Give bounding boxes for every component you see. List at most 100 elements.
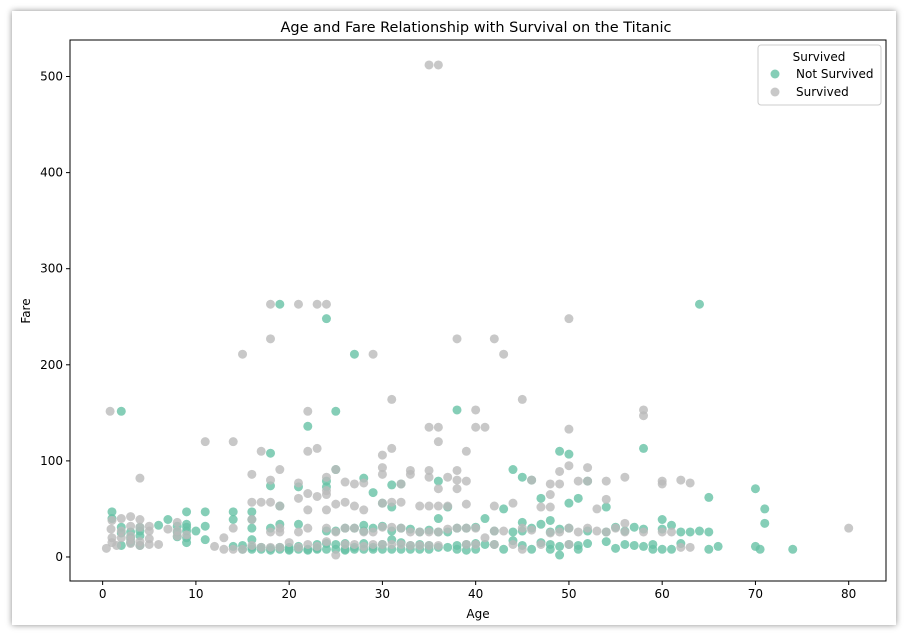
point-survived: [424, 472, 434, 482]
point-not-survived: [555, 550, 565, 560]
point-survived: [583, 463, 593, 473]
x-axis: 0 10 20 30 40 50 60 70 80: [99, 581, 856, 601]
point-survived: [144, 526, 154, 536]
point-survived: [266, 475, 276, 485]
point-survived: [293, 493, 303, 503]
point-survived: [555, 527, 565, 537]
point-not-survived: [536, 519, 546, 529]
point-survived: [321, 299, 331, 309]
point-survived: [256, 446, 266, 456]
point-survived: [349, 479, 359, 489]
legend-marker-survived: [770, 87, 780, 97]
point-not-survived: [200, 521, 210, 531]
point-not-survived: [620, 539, 630, 549]
point-survived: [303, 505, 313, 515]
point-survived: [275, 527, 285, 537]
point-survived: [331, 527, 341, 537]
point-survived: [312, 541, 322, 551]
point-survived: [517, 544, 527, 554]
point-survived: [275, 501, 285, 511]
x-tick-label: 20: [282, 587, 297, 601]
point-survived: [527, 475, 537, 485]
point-survived: [443, 501, 453, 511]
y-tick-label: 0: [55, 550, 63, 564]
point-survived: [144, 539, 154, 549]
y-tick-label: 200: [40, 358, 63, 372]
point-survived: [508, 498, 518, 508]
point-survived: [107, 515, 117, 525]
point-survived: [536, 502, 546, 512]
y-tick-label: 500: [40, 70, 63, 84]
point-survived: [564, 523, 574, 533]
point-survived: [340, 523, 350, 533]
point-survived: [545, 490, 555, 500]
point-survived: [433, 422, 443, 432]
point-not-survived: [107, 507, 117, 517]
x-tick-label: 30: [375, 587, 390, 601]
point-not-survived: [639, 541, 649, 551]
legend: Survived Not Survived Survived: [757, 44, 882, 106]
point-survived: [359, 478, 369, 488]
y-tick-label: 100: [40, 454, 63, 468]
point-survived: [405, 469, 415, 479]
point-survived: [461, 499, 471, 509]
point-survived: [303, 523, 313, 533]
point-not-survived: [527, 544, 537, 554]
point-survived: [340, 497, 350, 507]
point-survived: [452, 334, 462, 344]
point-not-survived: [555, 446, 565, 456]
point-survived: [116, 514, 126, 524]
point-survived: [256, 497, 266, 507]
point-survived: [321, 537, 331, 547]
point-not-survived: [293, 519, 303, 529]
point-not-survived: [648, 544, 658, 554]
point-survived: [639, 527, 649, 537]
point-survived: [461, 523, 471, 533]
point-survived: [499, 349, 509, 359]
point-survived: [256, 542, 266, 552]
point-survived: [461, 476, 471, 486]
point-survived: [443, 524, 453, 534]
point-survived: [331, 499, 341, 509]
point-not-survived: [191, 526, 201, 536]
point-not-survived: [387, 480, 397, 490]
point-not-survived: [694, 299, 704, 309]
point-survived: [321, 505, 331, 515]
point-survived: [620, 472, 630, 482]
point-not-survived: [349, 349, 359, 359]
point-not-survived: [760, 504, 770, 514]
point-survived: [101, 543, 111, 553]
point-not-survived: [704, 544, 714, 554]
point-survived: [368, 527, 378, 537]
point-survived: [415, 540, 425, 550]
point-not-survived: [611, 543, 621, 553]
point-survived: [676, 542, 686, 552]
point-survived: [368, 349, 378, 359]
point-not-survived: [163, 515, 173, 525]
point-not-survived: [573, 544, 583, 554]
point-survived: [303, 446, 313, 456]
point-survived: [415, 527, 425, 537]
point-not-survived: [247, 523, 257, 533]
x-tick-label: 80: [841, 587, 856, 601]
point-not-survived: [443, 542, 453, 552]
point-survived: [321, 490, 331, 500]
point-survived: [116, 526, 126, 536]
point-survived: [219, 533, 229, 543]
point-survived: [275, 465, 285, 475]
point-survived: [228, 523, 238, 533]
point-not-survived: [275, 299, 285, 309]
legend-label-not-survived: Not Survived: [796, 67, 874, 81]
point-not-survived: [564, 449, 574, 459]
point-not-survived: [704, 527, 714, 537]
point-survived: [489, 526, 499, 536]
point-survived: [387, 497, 397, 507]
point-survived: [293, 478, 303, 488]
point-survived: [387, 394, 397, 404]
point-survived: [424, 501, 434, 511]
point-survived: [405, 540, 415, 550]
point-survived: [480, 533, 490, 543]
point-survived: [620, 518, 630, 528]
point-not-survived: [639, 443, 649, 453]
point-survived: [349, 523, 359, 533]
